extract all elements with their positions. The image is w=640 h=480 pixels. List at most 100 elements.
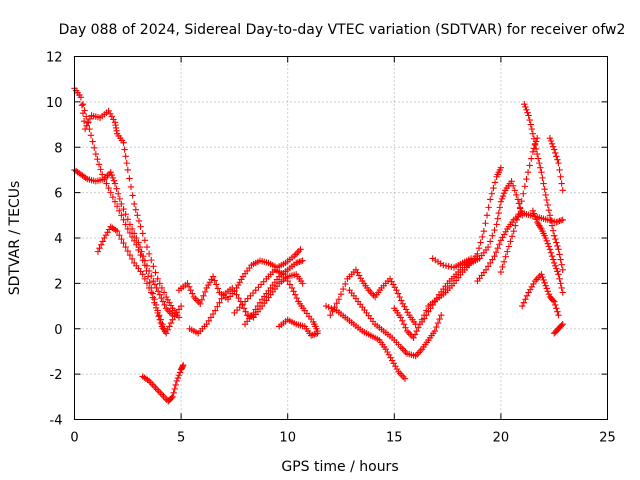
data-point-plus <box>485 204 492 211</box>
data-point-plus <box>429 301 436 309</box>
data-point-plus <box>530 280 537 288</box>
data-point-plus <box>156 316 163 323</box>
data-point-plus <box>187 286 194 294</box>
data-point-plus <box>493 221 500 228</box>
data-point-plus <box>541 279 548 287</box>
data-point-plus <box>410 334 417 342</box>
data-point-plus <box>490 184 497 192</box>
data-point-plus <box>122 243 129 251</box>
data-point-plus <box>159 298 167 305</box>
data-point-plus <box>97 166 104 173</box>
series-arc-8 <box>241 257 306 328</box>
data-point-plus <box>532 216 540 223</box>
data-point-plus <box>110 177 118 184</box>
data-point-plus <box>120 205 127 213</box>
data-point-plus <box>433 323 440 331</box>
data-point-plus <box>156 291 163 298</box>
data-point-plus <box>554 242 561 250</box>
data-point-plus <box>496 204 504 211</box>
data-point-plus <box>158 294 165 302</box>
data-point-plus <box>109 193 117 201</box>
series-arc-21 <box>546 134 566 194</box>
data-point-plus <box>519 302 526 310</box>
data-point-plus <box>111 198 119 205</box>
data-point-plus <box>177 302 185 310</box>
series-arc-9 <box>231 266 321 335</box>
data-point-plus <box>544 240 552 247</box>
data-point-plus <box>502 253 509 260</box>
data-point-plus <box>96 245 103 252</box>
data-point-plus <box>105 184 112 192</box>
data-point-plus <box>166 323 173 330</box>
data-point-plus <box>552 149 559 157</box>
data-point-plus <box>525 112 532 119</box>
data-point-plus <box>291 291 299 298</box>
data-point-plus <box>120 239 127 247</box>
data-point-plus <box>539 273 546 281</box>
data-point-plus <box>542 191 549 199</box>
data-point-plus <box>420 315 428 322</box>
data-point-plus <box>113 185 120 192</box>
y-tick-label: 2 <box>54 277 62 292</box>
data-point-plus <box>160 289 168 296</box>
data-point-plus <box>559 289 566 296</box>
data-point-plus <box>205 317 213 325</box>
data-point-plus <box>525 289 532 296</box>
data-point-plus <box>211 277 218 284</box>
data-point-plus <box>141 237 149 244</box>
data-point-plus <box>115 190 122 197</box>
chart-title: Day 088 of 2024, Sidereal Day-to-day VTE… <box>59 22 626 38</box>
data-point-plus <box>390 281 397 288</box>
data-point-plus <box>427 305 434 312</box>
x-tick-label: 20 <box>493 431 510 446</box>
y-tick-label: 10 <box>46 96 63 111</box>
data-point-plus <box>118 200 125 208</box>
y-tick-label: 12 <box>46 51 63 66</box>
data-point-plus <box>173 377 181 385</box>
data-point-plus <box>145 250 153 258</box>
data-point-plus <box>214 303 221 310</box>
data-point-plus <box>180 361 187 369</box>
data-point-plus <box>148 289 155 296</box>
data-point-plus <box>284 277 291 285</box>
data-point-plus <box>357 275 364 282</box>
data-point-plus <box>482 220 489 227</box>
data-point-plus <box>482 266 490 273</box>
data-point-plus <box>99 171 106 178</box>
data-point-plus <box>79 110 87 117</box>
data-point-plus <box>167 302 175 309</box>
data-point-plus <box>388 278 395 285</box>
data-point-plus <box>497 268 505 276</box>
data-point-plus <box>536 159 543 167</box>
data-point-plus <box>130 200 138 208</box>
data-point-plus <box>238 276 245 283</box>
data-point-plus <box>399 317 406 325</box>
data-point-plus <box>554 156 561 163</box>
data-point-plus <box>175 306 183 313</box>
data-point-plus <box>339 285 347 293</box>
data-point-plus <box>152 304 160 311</box>
data-point-plus <box>431 298 439 305</box>
data-point-plus <box>299 257 306 264</box>
data-point-plus <box>161 301 168 309</box>
data-point-plus <box>492 248 500 256</box>
data-point-plus <box>84 119 92 127</box>
data-point-plus <box>101 234 108 242</box>
data-point-plus <box>184 280 191 287</box>
data-point-plus <box>396 293 403 301</box>
data-point-plus <box>173 309 181 317</box>
data-point-plus <box>524 169 532 176</box>
data-point-plus <box>509 182 517 190</box>
x-tick-label: 0 <box>70 431 78 446</box>
data-point-plus <box>553 265 560 272</box>
data-point-plus <box>489 232 496 239</box>
data-point-plus <box>401 303 408 310</box>
data-point-plus <box>78 102 86 109</box>
data-point-plus <box>355 272 363 279</box>
data-point-plus <box>80 117 88 125</box>
data-point-plus <box>102 231 110 239</box>
data-point-plus <box>154 288 162 295</box>
data-point-plus <box>553 305 560 312</box>
data-point-plus <box>385 351 393 359</box>
